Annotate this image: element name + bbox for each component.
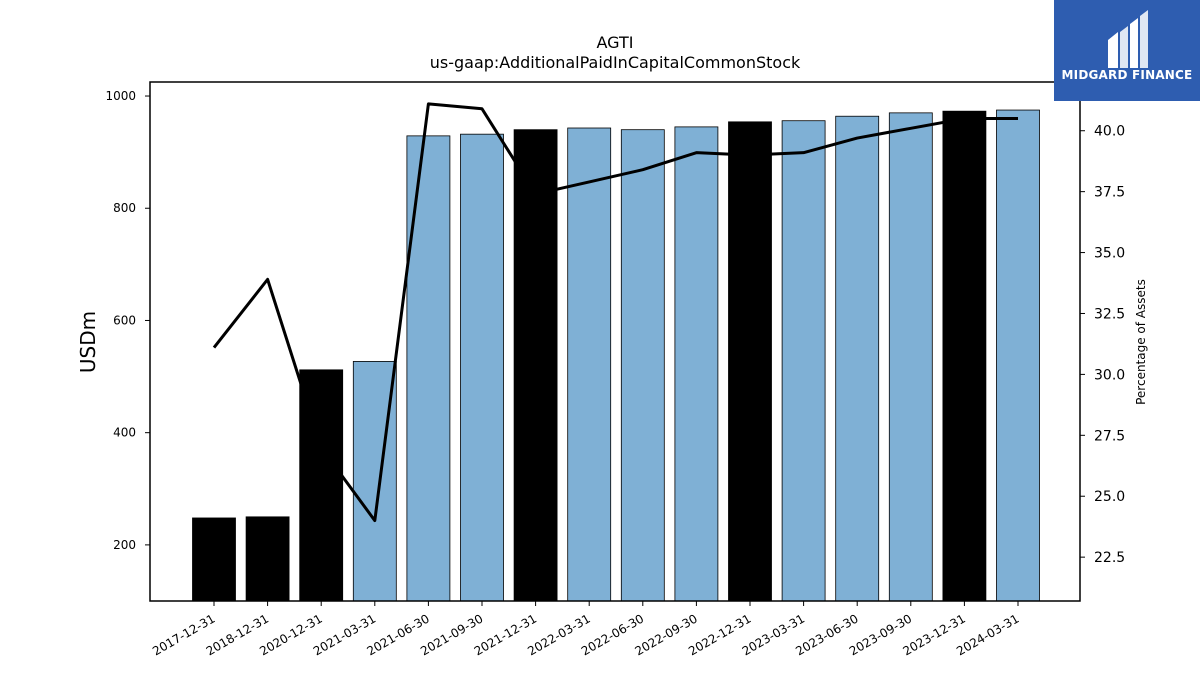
midgard-logo-icon bbox=[1108, 10, 1148, 68]
bar-2023-03-31 bbox=[781, 120, 826, 602]
line-series bbox=[212, 102, 1018, 523]
bar-2022-06-30 bbox=[620, 129, 665, 602]
bar-2022-03-31 bbox=[567, 127, 612, 602]
y2-axis: 22.5 25.0 27.5 30.0 32.5 35.0 37.5 40.0 bbox=[1080, 124, 1125, 566]
y2-tick-label: 40.0 bbox=[1094, 124, 1125, 140]
chart-subtitle: us-gaap:AdditionalPaidInCapitalCommonSto… bbox=[430, 53, 801, 72]
brand-name: MIDGARD FINANCE bbox=[1061, 68, 1193, 82]
y2-axis-label: Percentage of Assets bbox=[1134, 279, 1148, 405]
bar-2021-09-30 bbox=[460, 133, 504, 602]
bar-2021-12-31 bbox=[513, 129, 558, 602]
y2-tick-label: 22.5 bbox=[1094, 550, 1125, 566]
y-tick-label: 1000 bbox=[105, 89, 136, 103]
bar-series bbox=[192, 109, 1040, 602]
bar-2017-12-31 bbox=[192, 517, 236, 602]
x-axis: 2017-12-312018-12-312020-12-312021-03-31… bbox=[150, 601, 1022, 658]
pct-assets-line bbox=[212, 102, 1018, 523]
y2-tick-label: 35.0 bbox=[1094, 246, 1125, 262]
brand-logo: MIDGARD FINANCE bbox=[1054, 0, 1200, 101]
y-tick-label: 600 bbox=[113, 313, 136, 327]
y2-tick-label: 37.5 bbox=[1094, 185, 1125, 201]
bar-2021-06-30 bbox=[406, 135, 451, 602]
y2-tick-label: 25.0 bbox=[1094, 489, 1125, 505]
y-tick-label: 800 bbox=[113, 201, 136, 215]
bar-2020-12-31 bbox=[299, 369, 344, 602]
bar-2022-09-30 bbox=[674, 126, 719, 602]
y-tick-label: 200 bbox=[113, 538, 136, 552]
plot-frame bbox=[149, 81, 1081, 602]
y-axis-label: USDm bbox=[76, 311, 100, 373]
chart-title: AGTI bbox=[597, 33, 634, 52]
bar-2023-12-31 bbox=[942, 110, 987, 602]
y2-tick-label: 30.0 bbox=[1094, 367, 1125, 383]
bar-2023-09-30 bbox=[888, 112, 933, 602]
bar-2024-03-31 bbox=[996, 109, 1040, 602]
y2-tick-label: 32.5 bbox=[1094, 306, 1125, 322]
y2-tick-label: 27.5 bbox=[1094, 428, 1125, 444]
y-tick-label: 400 bbox=[113, 426, 136, 440]
bar-2023-06-30 bbox=[835, 115, 880, 602]
y-axis: 200 400 600 800 1000 bbox=[105, 89, 150, 552]
bar-2022-12-31 bbox=[728, 121, 772, 602]
bar-2018-12-31 bbox=[245, 516, 290, 602]
